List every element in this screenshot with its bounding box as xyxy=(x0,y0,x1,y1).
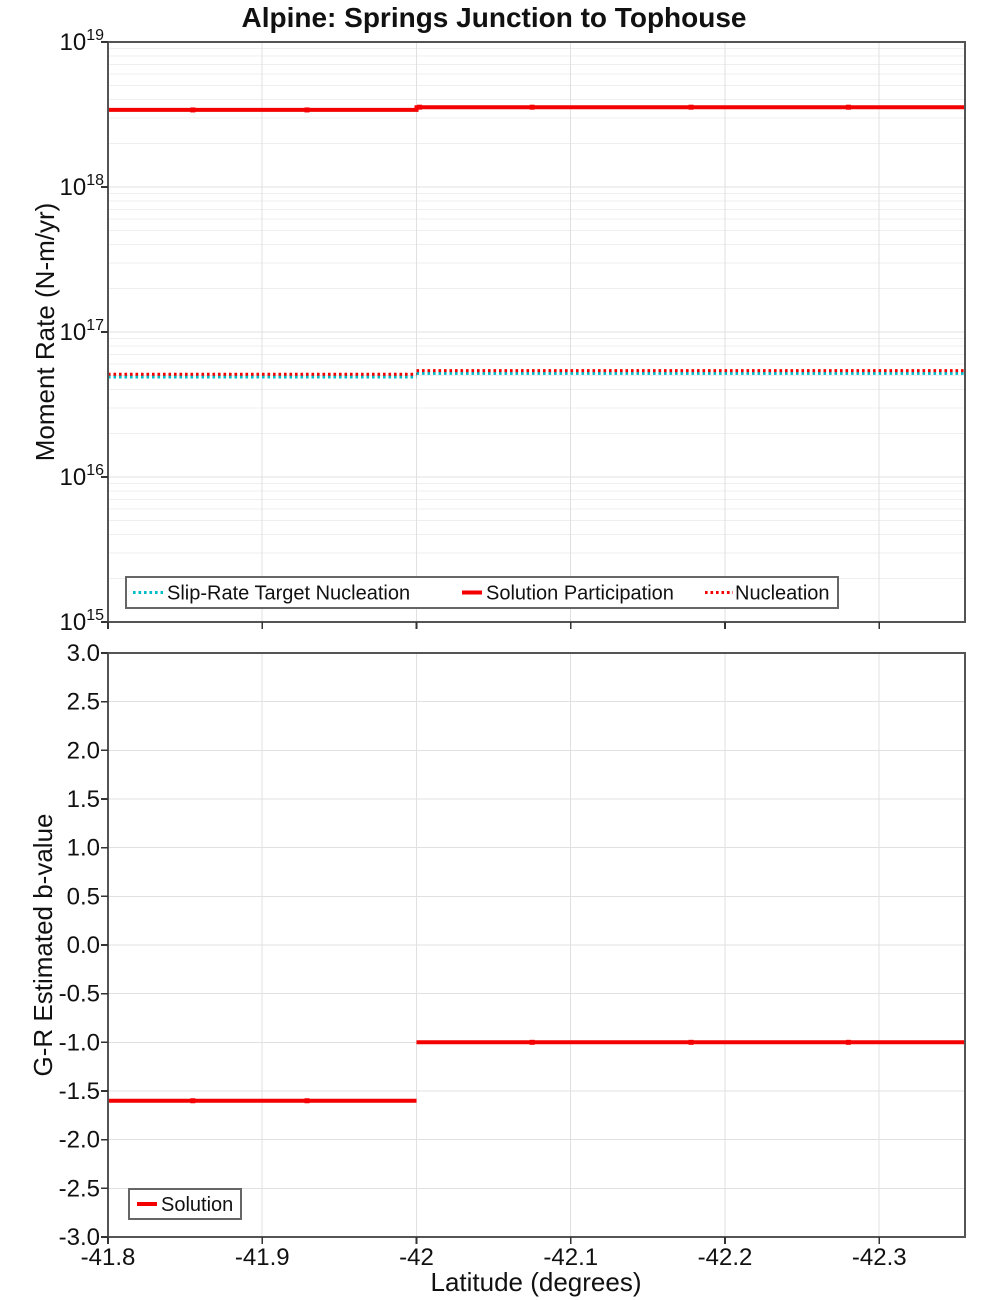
x-tick-label: -42 xyxy=(399,1244,434,1271)
marker-solution xyxy=(529,1039,535,1045)
y-axis-label-moment-rate: Moment Rate (N-m/yr) xyxy=(30,203,60,462)
x-tick-label: -41.8 xyxy=(81,1244,136,1271)
marker-solution-participation xyxy=(417,104,423,110)
y-tick-label: 1015 xyxy=(60,607,105,636)
y-tick-label: 1.5 xyxy=(67,786,100,813)
grid-layer xyxy=(107,41,965,1238)
y-tick-label: -1.5 xyxy=(59,1078,100,1105)
series-layer xyxy=(108,104,965,1104)
y-tick-label: -3.0 xyxy=(59,1224,100,1251)
x-tick-label: -41.9 xyxy=(235,1244,290,1271)
legend-label-slip-rate-target-nucleation: Slip-Rate Target Nucleation xyxy=(167,583,410,605)
x-axis-label: Latitude (degrees) xyxy=(430,1267,641,1297)
y-axis-label-b-value: G-R Estimated b-value xyxy=(28,814,58,1077)
legend-label-solution: Solution xyxy=(161,1194,233,1216)
marker-solution-participation xyxy=(304,107,310,113)
legend-layer: Slip-Rate Target Nucleation Solution Part… xyxy=(125,576,839,1220)
legend-label-nucleation: Nucleation xyxy=(735,583,830,605)
y-tick-label: 1017 xyxy=(60,317,105,346)
y-tick-label: 0.5 xyxy=(67,883,100,910)
y-tick-label: 0.0 xyxy=(67,932,100,959)
marker-solution-participation xyxy=(190,107,196,113)
marker-solution-participation xyxy=(688,104,694,110)
y-tick-label: -2.5 xyxy=(59,1175,100,1202)
y-tick-label: 1018 xyxy=(60,172,105,201)
y-tick-label: 1016 xyxy=(60,462,105,491)
legend-label-solution-participation: Solution Participation xyxy=(486,583,674,605)
y-tick-label: -0.5 xyxy=(59,981,100,1008)
marker-solution xyxy=(304,1098,310,1104)
y-tick-label: 2.0 xyxy=(67,737,100,764)
y-tick-label: 3.0 xyxy=(67,640,100,667)
y-tick-label: 2.5 xyxy=(67,689,100,716)
marker-solution xyxy=(845,1039,851,1045)
chart-title: Alpine: Springs Junction to Tophouse xyxy=(241,2,746,33)
x-tick-label: -42.3 xyxy=(852,1244,907,1271)
y-tick-label: -2.0 xyxy=(59,1127,100,1154)
x-tick-label: -42.2 xyxy=(698,1244,753,1271)
marker-solution-participation xyxy=(845,104,851,110)
marker-solution xyxy=(688,1039,694,1045)
y-tick-label: 1019 xyxy=(60,27,105,56)
marker-solution xyxy=(190,1098,196,1104)
y-tick-label: 1.0 xyxy=(67,835,100,862)
line-solution-participation xyxy=(108,105,965,112)
marker-solution-participation xyxy=(529,104,535,110)
x-tick-label: -42.1 xyxy=(543,1244,598,1271)
y-tick-label: -1.0 xyxy=(59,1029,100,1056)
axes-layer: 1019 1018 1017 1016 1015 3.0 2.5 2.0 1.5 1.0 0.5 0.… xyxy=(59,27,966,1271)
